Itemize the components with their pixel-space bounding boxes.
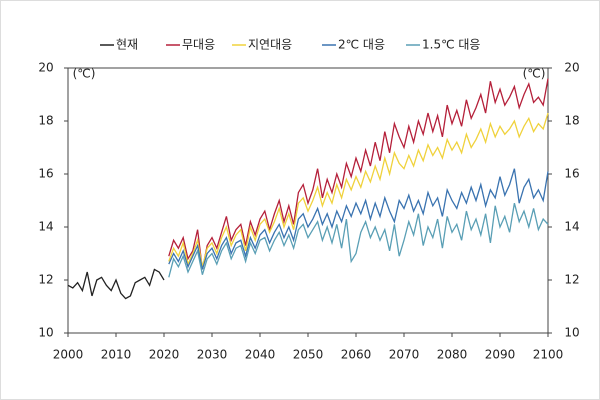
x-tick-label: 2020 xyxy=(149,348,180,362)
legend-label: 1.5℃ 대응 xyxy=(422,38,480,52)
x-tick-label: 2000 xyxy=(53,348,84,362)
x-tick-label: 2030 xyxy=(197,348,228,362)
series-line xyxy=(67,268,165,300)
y2-tick-label: 18 xyxy=(564,114,579,128)
x-tick-label: 2040 xyxy=(245,348,276,362)
series-line xyxy=(168,168,549,270)
y-tick-label: 12 xyxy=(38,273,53,287)
y-tick-label: 16 xyxy=(38,167,53,181)
y-tick-label: 20 xyxy=(38,61,53,75)
y2-tick-label: 16 xyxy=(564,167,579,181)
y2-tick-label: 14 xyxy=(564,220,579,234)
y2-axis-label: (℃) xyxy=(523,67,546,81)
y-axis-label: (℃) xyxy=(73,67,96,81)
series-line xyxy=(168,112,549,267)
legend-label: 2℃ 대응 xyxy=(338,38,385,52)
y-tick-label: 14 xyxy=(38,220,53,234)
series-line xyxy=(168,202,549,278)
legend-label: 현재 xyxy=(116,38,138,52)
x-tick-label: 2080 xyxy=(437,348,468,362)
legend-label: 지연대응 xyxy=(248,38,292,52)
y2-tick-label: 20 xyxy=(564,61,579,75)
y-tick-label: 10 xyxy=(38,326,53,340)
legend-label: 무대응 xyxy=(182,38,215,52)
y2-tick-label: 10 xyxy=(564,326,579,340)
x-tick-label: 2070 xyxy=(389,348,420,362)
y-tick-label: 18 xyxy=(38,114,53,128)
series-line xyxy=(168,78,549,270)
x-tick-label: 2050 xyxy=(293,348,324,362)
x-tick-label: 2090 xyxy=(485,348,516,362)
x-tick-label: 2100 xyxy=(533,348,564,362)
x-tick-label: 2060 xyxy=(341,348,372,362)
y2-tick-label: 12 xyxy=(564,273,579,287)
x-tick-label: 2010 xyxy=(101,348,132,362)
